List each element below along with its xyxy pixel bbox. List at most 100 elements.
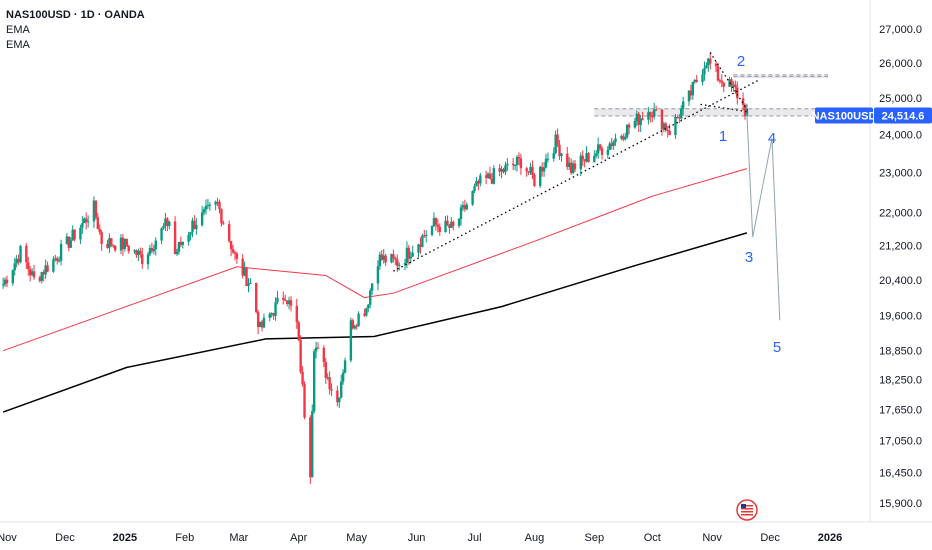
candle-body <box>5 279 9 284</box>
candle-body <box>260 321 264 328</box>
y-tick-label: 21,200.0 <box>879 240 922 252</box>
candle-body <box>1 284 5 286</box>
candle-body <box>44 265 47 275</box>
candle-body <box>285 300 289 304</box>
candle-body <box>67 236 71 248</box>
candle-body <box>301 371 304 385</box>
candle-body <box>13 263 16 271</box>
candle-body <box>272 313 275 316</box>
candle-body <box>459 207 463 219</box>
candle-body <box>195 225 198 229</box>
support-zone <box>594 108 829 116</box>
x-tick-label: 2025 <box>113 532 137 544</box>
candle-body <box>448 224 451 228</box>
us-flag-icon <box>736 499 758 521</box>
candle-body <box>477 180 480 184</box>
candle-body <box>596 144 600 154</box>
x-tick-label: May <box>346 532 367 544</box>
candle-body <box>11 270 14 284</box>
candle-body <box>59 243 63 261</box>
candle-body <box>736 87 739 99</box>
symbol-title[interactable]: NAS100USD · 1D · OANDA <box>6 9 145 21</box>
y-tick-label: 16,450.0 <box>879 468 922 480</box>
candle-body <box>502 169 505 173</box>
candle-body <box>341 372 345 382</box>
candle-body <box>168 221 171 226</box>
wave-projection <box>746 114 781 321</box>
candle-body <box>340 381 343 398</box>
candle-body <box>255 282 258 313</box>
candle-body <box>98 228 101 233</box>
candle-body <box>486 173 490 178</box>
candle-body <box>326 377 329 379</box>
candle-body <box>287 300 291 304</box>
candle-body <box>411 252 414 257</box>
indicator-ema-2[interactable]: EMA <box>6 39 30 51</box>
candle-body <box>573 163 577 170</box>
candle-body <box>353 325 356 329</box>
candle-body <box>69 240 72 248</box>
candle-body <box>270 313 273 315</box>
candle-body <box>94 200 98 218</box>
candle-body <box>463 205 467 210</box>
candle-body <box>19 245 22 263</box>
candle-body <box>490 178 494 184</box>
candle-body <box>635 113 639 121</box>
candle-body <box>718 80 722 82</box>
candle-body <box>676 117 679 119</box>
x-tick-label: Nov <box>0 532 17 544</box>
candle-body <box>206 205 210 207</box>
candle-body <box>691 82 695 96</box>
candle-body <box>678 117 681 119</box>
candle-body <box>438 226 441 232</box>
candle-body <box>732 84 735 86</box>
wave-label-1: 1 <box>719 128 727 145</box>
candle-body <box>227 224 231 242</box>
candle-body <box>202 209 206 213</box>
candle-body <box>450 221 453 228</box>
candle-body <box>664 123 667 130</box>
flag-stripe <box>741 505 753 507</box>
candle-body <box>569 162 573 173</box>
candle-body <box>189 232 192 235</box>
candle-body <box>612 141 615 146</box>
x-tick-label: Feb <box>175 532 194 544</box>
candle-body <box>622 136 625 140</box>
candle-body <box>249 282 252 284</box>
candle-body <box>179 241 183 245</box>
candle-body <box>200 212 204 226</box>
candle-body <box>637 113 640 125</box>
candle-body <box>457 218 461 226</box>
candle-body <box>714 63 718 67</box>
candle-body <box>662 123 666 130</box>
candle-body <box>166 218 169 226</box>
candle-body <box>86 221 90 223</box>
candle-body <box>606 149 610 155</box>
candle-body <box>46 265 49 272</box>
candle-body <box>473 186 476 192</box>
candle-body <box>434 218 438 225</box>
candle-body <box>703 68 706 75</box>
candle-body <box>83 218 86 224</box>
candle-body <box>330 389 333 391</box>
candle-body <box>444 220 447 232</box>
candle-body <box>425 234 428 236</box>
candle-body <box>349 320 353 361</box>
candle-body <box>30 271 34 276</box>
candle-body <box>25 245 28 263</box>
candle-body <box>324 361 327 379</box>
candle-body <box>79 227 82 240</box>
chart-grid <box>0 0 932 523</box>
candle-body <box>222 223 225 225</box>
candle-body <box>716 66 720 81</box>
ema-slow-line <box>2 232 748 413</box>
candle-body <box>417 244 420 253</box>
candle-body <box>695 79 698 82</box>
candle-body <box>363 313 366 316</box>
indicator-ema-1[interactable]: EMA <box>6 24 30 36</box>
candle-body <box>707 58 710 66</box>
candle-body <box>687 90 691 102</box>
wave-label-5: 5 <box>773 339 781 356</box>
candle-body <box>162 226 165 229</box>
